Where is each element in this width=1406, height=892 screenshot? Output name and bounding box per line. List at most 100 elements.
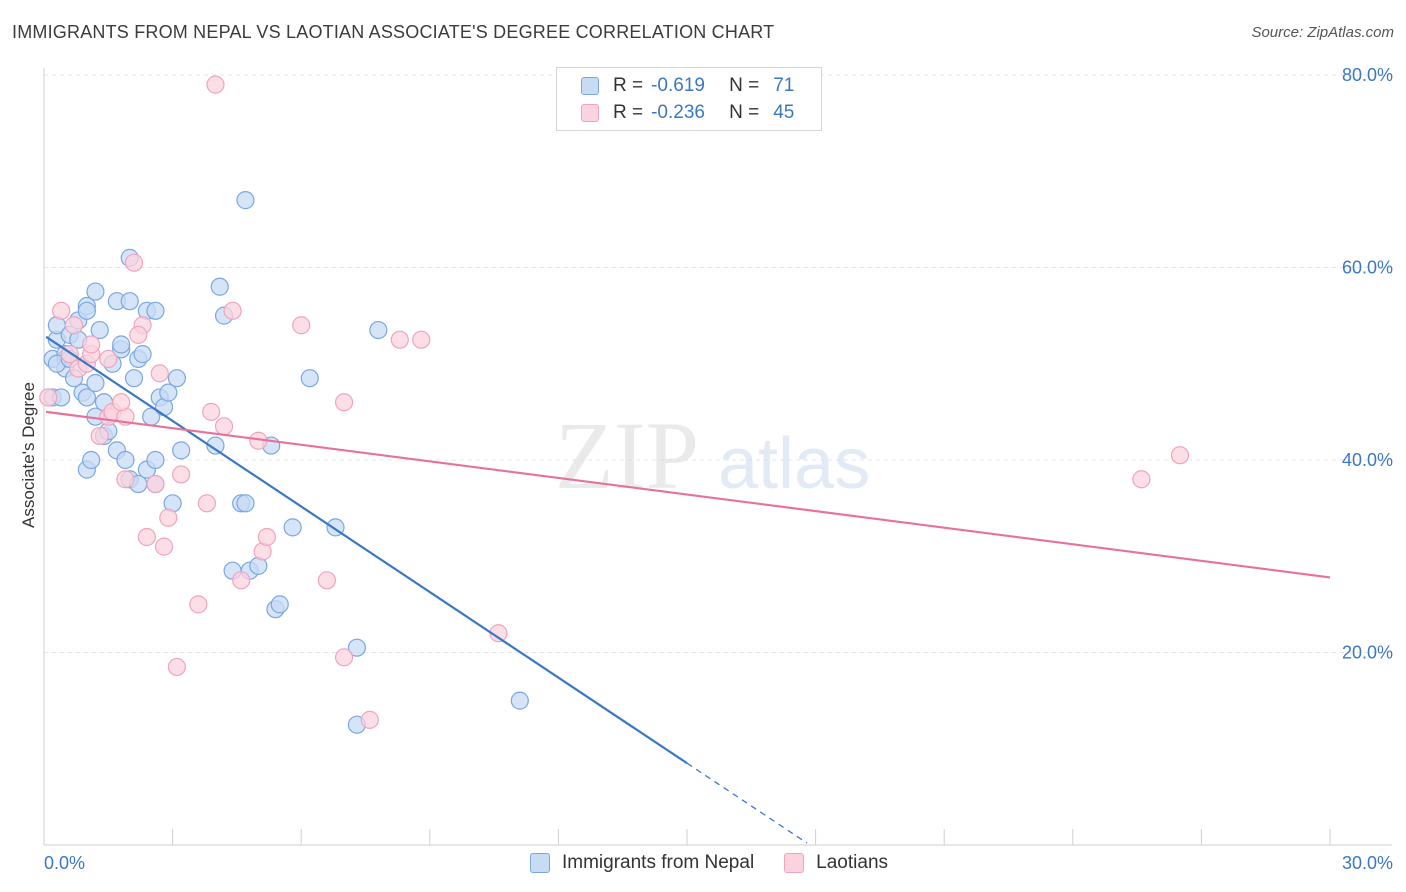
laotians-point <box>360 710 379 729</box>
laotians-point <box>1132 470 1151 489</box>
laotians-point <box>39 388 58 407</box>
laotians-point <box>52 301 71 320</box>
legend-n-value: 71 <box>773 75 795 96</box>
legend-item-laotians[interactable]: Laotians <box>784 852 888 874</box>
laotians-point <box>202 402 221 421</box>
nepal-point <box>510 691 529 710</box>
legend-n-label: N = <box>729 75 760 96</box>
laotians-point <box>206 75 225 94</box>
nepal-point <box>86 282 105 301</box>
chart-title: IMMIGRANTS FROM NEPAL VS LAOTIAN ASSOCIA… <box>12 22 775 42</box>
x-tick-label: 0.0% <box>44 853 85 873</box>
laotians-point <box>137 527 156 547</box>
nepal-point <box>206 436 225 455</box>
laotians-point <box>232 571 251 590</box>
nepal-point <box>133 345 152 364</box>
laotians-point <box>223 301 242 320</box>
laotians-point <box>197 494 216 513</box>
laotians-point <box>159 508 178 527</box>
y-axis-title: Associate's Degree <box>19 382 38 528</box>
nepal-point <box>86 373 105 393</box>
legend-n-value: 45 <box>773 102 795 123</box>
nepal-point <box>369 320 388 340</box>
laotians-point <box>154 537 174 556</box>
nepal-point <box>300 369 319 388</box>
legend-swatch-nepal <box>530 853 550 873</box>
laotians-point <box>172 465 191 484</box>
tick-labels: 20.0% 40.0% 60.0% 80.0% 0.0% 30.0% <box>44 65 1393 873</box>
y-tick-label: 60.0% <box>1342 258 1393 278</box>
nepal-point <box>283 518 302 537</box>
laotians-point <box>334 393 354 412</box>
laotians-point <box>64 316 84 335</box>
y-tick-label: 40.0% <box>1342 450 1393 470</box>
y-tick-label: 80.0% <box>1342 65 1393 85</box>
nepal-point <box>167 369 186 388</box>
laotians-point <box>116 470 135 489</box>
nepal-point <box>270 595 289 614</box>
laotians-point <box>124 253 144 272</box>
legend-label-laotians: Laotians <box>816 852 889 873</box>
x-tick-label: 30.0% <box>1342 853 1393 873</box>
nepal-point <box>347 638 367 657</box>
nepal-point <box>116 450 135 470</box>
laotians-point <box>412 330 431 349</box>
source-label: Source: ZipAtlas.com <box>1251 24 1394 41</box>
laotians-trend-line <box>46 410 1331 579</box>
nepal-point <box>172 441 191 460</box>
laotians-point <box>146 474 165 494</box>
laotians-point <box>112 393 131 412</box>
watermark-atlas: atlas <box>718 424 870 504</box>
legend-item-nepal[interactable]: Immigrants from Nepal <box>530 852 754 874</box>
laotians-point <box>214 417 234 436</box>
trend-lines <box>45 335 1331 844</box>
nepal-point <box>77 388 96 407</box>
legend-swatch-nepal <box>581 77 599 95</box>
laotians-point <box>390 330 409 349</box>
nepal-point <box>120 292 139 311</box>
laotians-point <box>317 571 337 590</box>
legend-r-value: -0.236 <box>651 102 705 123</box>
nepal-point <box>124 369 144 388</box>
nepal-point <box>236 494 255 513</box>
nepal-point <box>159 383 178 402</box>
laotians-point <box>1170 446 1190 465</box>
y-tick-label: 20.0% <box>1342 643 1393 663</box>
laotians-point <box>82 335 101 354</box>
legend-row-laotians: R = -0.236 N = 45 <box>581 101 794 125</box>
nepal-trend-line <box>45 335 688 765</box>
legend-label-nepal: Immigrants from Nepal <box>562 852 755 873</box>
laotians-point <box>189 595 208 614</box>
data-points <box>39 75 1190 734</box>
laotians-point <box>292 316 311 335</box>
laotians-point <box>99 349 118 369</box>
nepal-point <box>146 450 165 470</box>
nepal-point <box>210 277 229 296</box>
laotians-point <box>167 657 186 677</box>
stats-legend: R = -0.619 N = 71 R = -0.236 N = 45 <box>556 67 822 131</box>
nepal-point <box>236 191 255 210</box>
nepal-point <box>77 301 96 320</box>
watermark-zip: ZIP <box>555 402 699 509</box>
nepal-point <box>82 450 101 470</box>
laotians-point <box>129 325 148 344</box>
legend-r-value: -0.619 <box>651 75 705 96</box>
nepal-point <box>146 301 165 320</box>
laotians-point <box>90 426 109 446</box>
nepal-point <box>112 335 131 354</box>
legend-r-label: R = <box>613 102 644 123</box>
legend-r-label: R = <box>613 75 644 96</box>
legend-n-label: N = <box>729 102 760 123</box>
legend-swatch-laotians <box>784 853 805 873</box>
laotians-point <box>257 527 277 547</box>
nepal-trend-extension <box>686 762 808 844</box>
watermark: ZIP atlas <box>555 402 870 509</box>
axes <box>43 68 1392 846</box>
laotians-point <box>150 364 169 383</box>
gridlines <box>44 74 1392 653</box>
legend-swatch-laotians <box>581 104 599 122</box>
legend-row-nepal: R = -0.619 N = 71 <box>581 74 794 98</box>
series-legend: Immigrants from Nepal Laotians <box>530 852 918 874</box>
nepal-point <box>90 320 109 340</box>
